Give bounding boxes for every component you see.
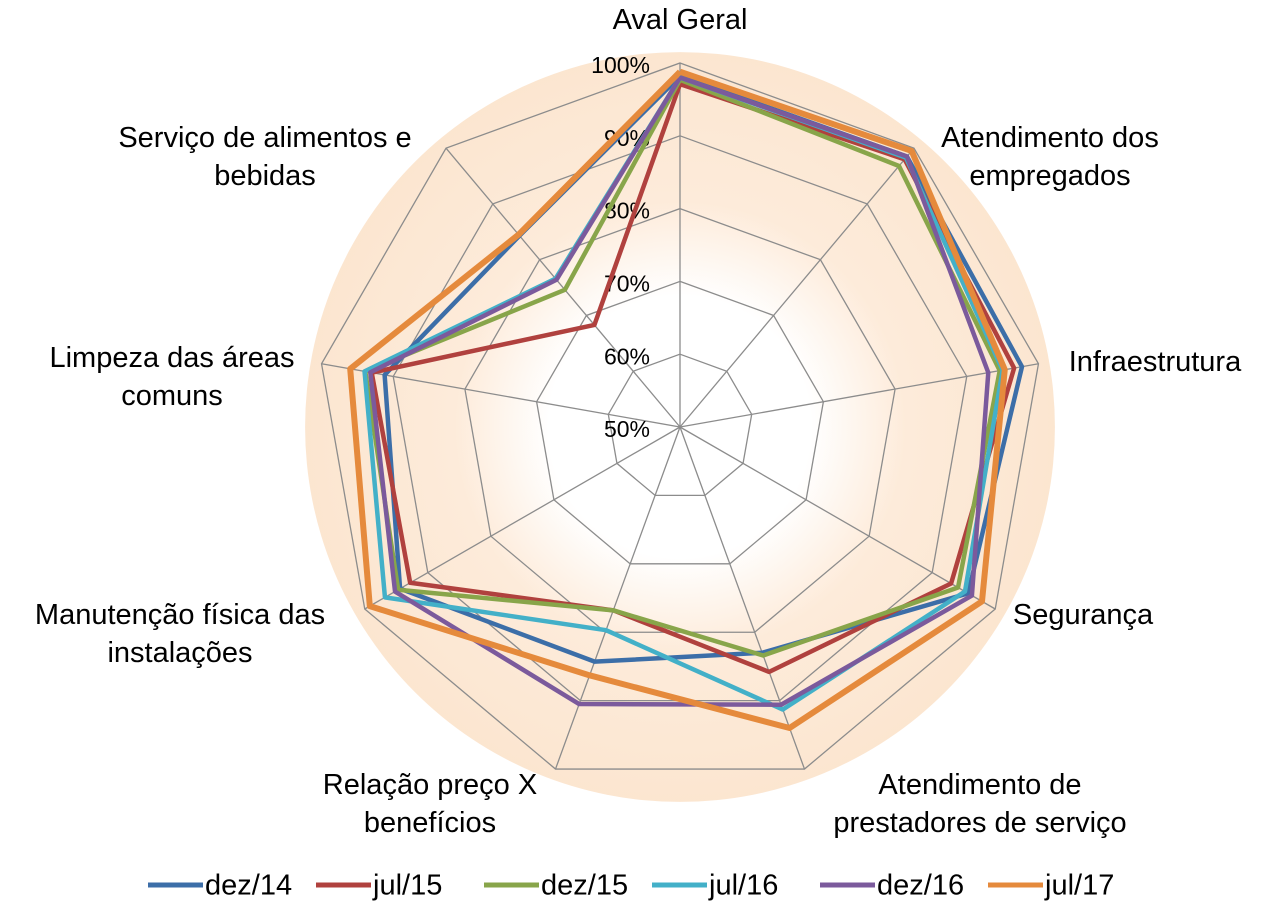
tick-label: 60% — [604, 343, 650, 369]
category-label: Segurança — [1012, 599, 1154, 631]
legend-label: dez/16 — [877, 870, 964, 902]
grid-ring — [607, 353, 753, 497]
series-line — [347, 68, 1008, 732]
tick-label: 50% — [604, 416, 650, 442]
grid-ring — [535, 280, 825, 565]
spoke — [554, 426, 681, 770]
series-line — [362, 75, 1005, 712]
category-label: Atendimento dos empregados — [941, 122, 1159, 192]
category-label: Serviço de alimentos e bebidas — [118, 122, 412, 192]
spoke — [679, 147, 915, 428]
spoke — [321, 363, 681, 428]
tick-label: 100% — [591, 52, 650, 78]
legend-label: dez/15 — [541, 870, 628, 902]
category-label: Infraestrutura — [1068, 346, 1242, 378]
legend-label: jul/17 — [1044, 870, 1114, 902]
legend-label: jul/15 — [372, 870, 442, 902]
category-label: Aval Geral — [612, 4, 748, 36]
spoke — [679, 363, 1039, 428]
series-line — [368, 75, 991, 707]
category-label: Manutenção física das instalações — [34, 599, 326, 669]
series-line — [382, 73, 1025, 664]
category-label: Atendimento de prestadores de serviço — [833, 769, 1127, 839]
category-label: Relação preço X benefícios — [322, 769, 538, 839]
spoke — [679, 426, 996, 610]
category-label: Limpeza das áreas comuns — [49, 342, 295, 412]
legend-label: jul/16 — [708, 870, 778, 902]
spoke — [679, 426, 806, 770]
legend-label: dez/14 — [205, 870, 292, 902]
spoke — [445, 147, 681, 428]
spoke — [364, 426, 681, 610]
grid-ring — [320, 62, 1040, 770]
